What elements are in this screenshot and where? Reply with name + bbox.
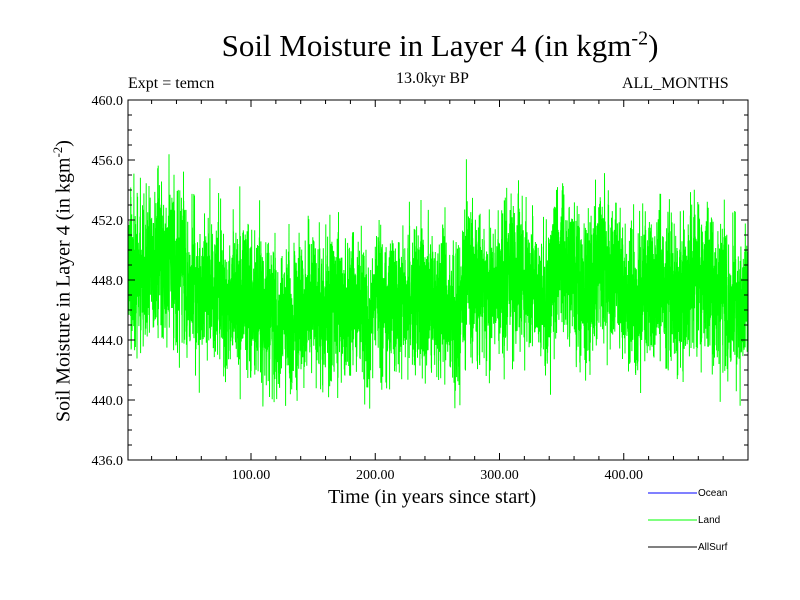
y-tick-label: 444.0 (92, 334, 124, 349)
legend-label-ocean: Ocean (698, 488, 728, 499)
legend (648, 492, 697, 548)
y-tick-label: 440.0 (92, 394, 124, 409)
x-tick-label: 400.00 (605, 468, 644, 483)
y-tick-label: 456.0 (92, 154, 124, 169)
y-tick-label: 436.0 (92, 454, 124, 469)
y-axis-label: Soil Moisture in Layer 4 (in kgm-2) (49, 140, 75, 422)
legend-label-land: Land (698, 515, 721, 526)
axis-tick-labels: 436.0 440.0 444.0 448.0 452.0 456.0 460.0 100.0… (92, 94, 644, 483)
subtitle-left: Expt = temcn (128, 75, 215, 92)
y-tick-label: 448.0 (92, 274, 124, 289)
x-tick-label: 100.00 (232, 468, 271, 483)
legend-label-allsurf: AllSurf (698, 542, 728, 553)
y-tick-label: 452.0 (92, 214, 124, 229)
land-series (127, 154, 749, 409)
x-tick-label: 300.00 (480, 468, 519, 483)
x-axis-label: Time (in years since start) (328, 486, 537, 508)
subtitle-right: ALL_MONTHS (622, 75, 729, 92)
axis-ticks (128, 99, 748, 461)
chart-title: Soil Moisture in Layer 4 (in kgm-2) (221, 27, 659, 63)
y-tick-label: 460.0 (92, 94, 124, 109)
land-line (127, 154, 749, 409)
x-tick-label: 200.00 (356, 468, 395, 483)
subtitle-center: 13.0kyr BP (396, 70, 469, 87)
